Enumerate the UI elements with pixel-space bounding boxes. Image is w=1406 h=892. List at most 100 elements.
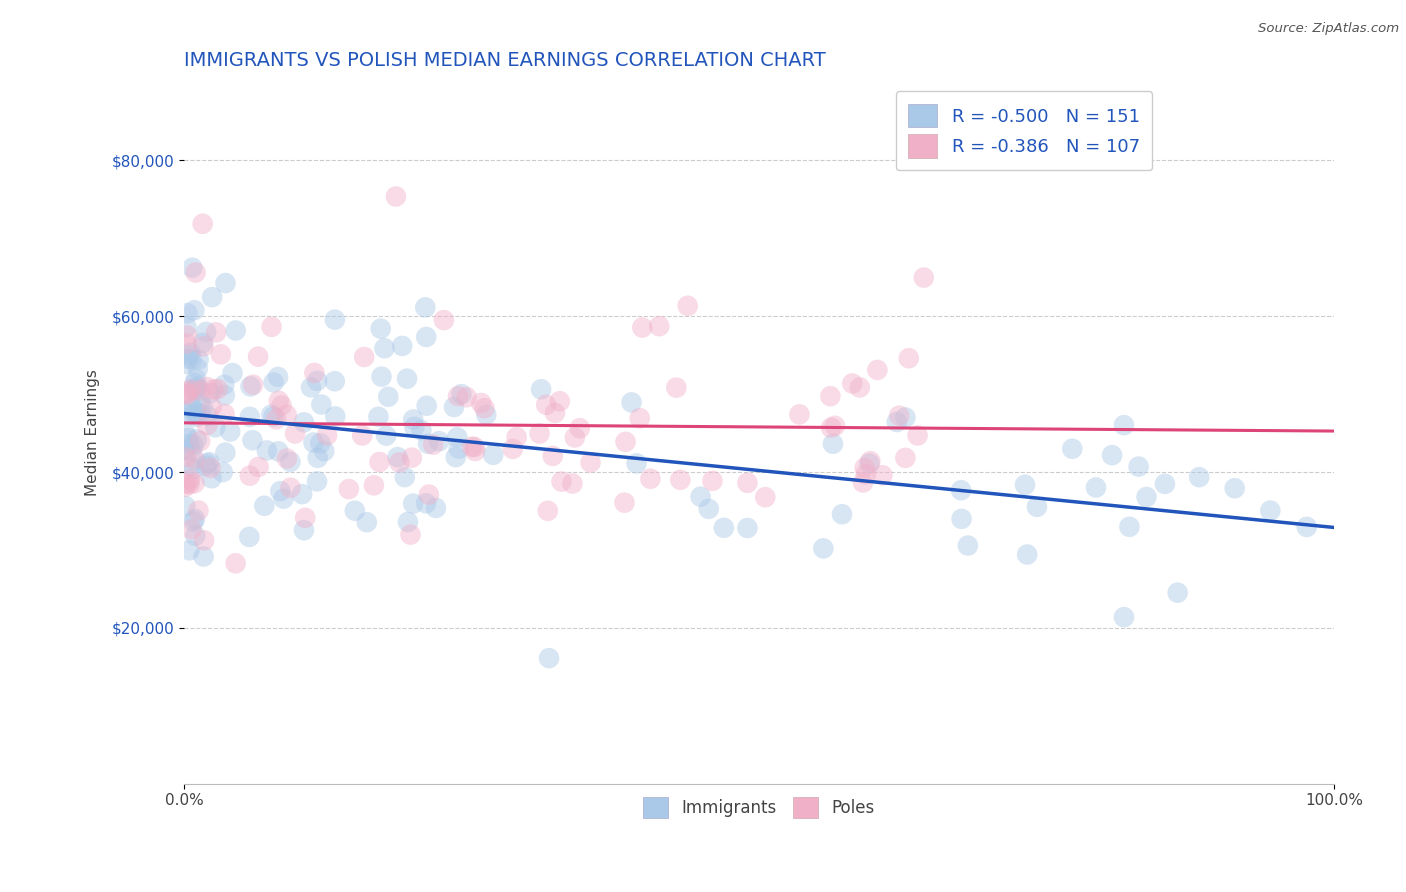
Point xyxy=(613,496,636,510)
Point xyxy=(284,426,307,441)
Point xyxy=(239,468,262,483)
Point xyxy=(198,386,221,401)
Point xyxy=(1017,548,1039,562)
Point xyxy=(367,409,389,424)
Point xyxy=(195,380,218,394)
Point xyxy=(631,320,654,334)
Point xyxy=(411,423,433,437)
Point xyxy=(754,490,776,504)
Point xyxy=(620,395,643,409)
Point xyxy=(238,530,260,544)
Point xyxy=(849,380,872,394)
Point xyxy=(858,457,880,471)
Point xyxy=(176,336,198,351)
Point xyxy=(269,484,291,499)
Point xyxy=(450,387,472,401)
Point xyxy=(564,430,586,444)
Point xyxy=(1062,442,1084,456)
Point xyxy=(180,383,202,397)
Point xyxy=(311,398,333,412)
Point xyxy=(353,350,375,364)
Point xyxy=(855,467,877,482)
Point xyxy=(544,406,567,420)
Point xyxy=(181,408,204,422)
Point xyxy=(191,335,214,350)
Point xyxy=(824,418,846,433)
Point xyxy=(482,448,505,462)
Point xyxy=(356,515,378,529)
Point xyxy=(307,450,329,465)
Point xyxy=(950,512,973,526)
Point xyxy=(183,462,205,476)
Point xyxy=(188,396,211,410)
Point xyxy=(505,430,527,444)
Point xyxy=(399,527,422,541)
Point xyxy=(211,465,233,479)
Point xyxy=(422,438,444,452)
Point xyxy=(640,472,662,486)
Point xyxy=(200,400,222,414)
Point xyxy=(291,487,314,501)
Point xyxy=(193,533,215,548)
Point xyxy=(626,456,648,470)
Point xyxy=(200,461,222,475)
Point xyxy=(813,541,835,556)
Point xyxy=(529,426,551,441)
Point xyxy=(174,388,197,402)
Point xyxy=(550,475,572,489)
Point xyxy=(280,481,302,495)
Point xyxy=(256,443,278,458)
Point xyxy=(391,339,413,353)
Point xyxy=(214,407,236,421)
Point xyxy=(697,501,720,516)
Point xyxy=(183,438,205,452)
Legend: Immigrants, Poles: Immigrants, Poles xyxy=(637,791,882,824)
Point xyxy=(821,437,844,451)
Point xyxy=(292,415,315,429)
Point xyxy=(191,217,214,231)
Point xyxy=(263,409,285,424)
Point xyxy=(395,371,418,385)
Point xyxy=(614,434,637,449)
Point xyxy=(260,408,283,422)
Point xyxy=(415,330,437,344)
Point xyxy=(183,476,205,491)
Point xyxy=(323,409,346,424)
Point xyxy=(373,341,395,355)
Point xyxy=(188,384,211,398)
Point xyxy=(323,312,346,326)
Point xyxy=(402,412,425,426)
Point xyxy=(401,450,423,465)
Point xyxy=(179,477,201,491)
Point xyxy=(702,474,724,488)
Point xyxy=(447,389,470,403)
Point xyxy=(263,376,285,390)
Point xyxy=(676,299,699,313)
Point xyxy=(267,444,290,458)
Point xyxy=(1112,418,1135,433)
Point xyxy=(186,433,208,447)
Point xyxy=(1128,459,1150,474)
Point xyxy=(194,458,217,473)
Point xyxy=(174,405,197,419)
Point xyxy=(415,496,437,510)
Point xyxy=(443,400,465,414)
Point xyxy=(446,430,468,444)
Point xyxy=(820,389,842,403)
Point xyxy=(433,313,456,327)
Point xyxy=(177,351,200,366)
Point xyxy=(183,376,205,391)
Point xyxy=(214,388,236,402)
Point xyxy=(418,487,440,501)
Point xyxy=(388,455,411,469)
Point xyxy=(534,398,557,412)
Point xyxy=(894,410,917,425)
Point xyxy=(1223,481,1246,495)
Point xyxy=(188,434,211,449)
Point xyxy=(202,383,225,397)
Point xyxy=(956,539,979,553)
Point xyxy=(427,434,450,449)
Point xyxy=(174,442,197,457)
Point xyxy=(886,415,908,429)
Point xyxy=(1026,500,1049,514)
